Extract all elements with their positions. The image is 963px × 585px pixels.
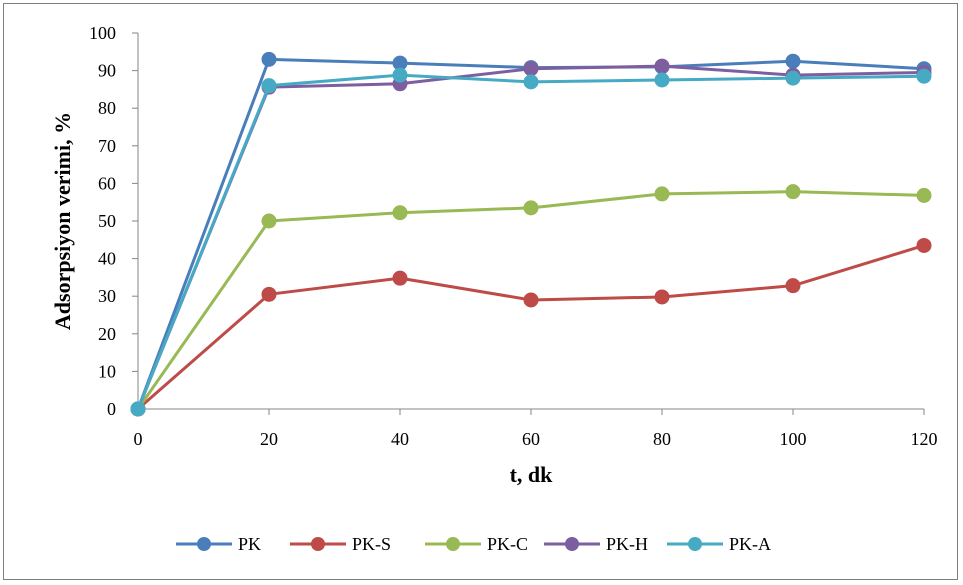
series-layer	[130, 51, 932, 417]
y-tick-label: 10	[98, 361, 116, 381]
legend-label: PK-H	[606, 534, 648, 554]
legend-label: PK-C	[487, 534, 528, 554]
x-tick-label: 40	[391, 429, 409, 449]
data-point	[261, 78, 277, 94]
data-point	[654, 58, 670, 74]
legend-item: PK-C	[425, 534, 528, 554]
legend-item: PK-A	[667, 534, 771, 554]
data-point	[523, 200, 539, 216]
x-tick-label: 100	[780, 429, 807, 449]
data-point	[261, 51, 277, 67]
y-tick-label: 50	[98, 211, 116, 231]
series-pk-s	[130, 237, 932, 417]
x-tick-label: 0	[134, 429, 143, 449]
data-point	[523, 74, 539, 90]
data-point	[785, 53, 801, 69]
data-point	[654, 72, 670, 88]
y-tick-label: 30	[98, 286, 116, 306]
legend-label: PK	[238, 534, 261, 554]
y-tick-label: 60	[98, 173, 116, 193]
legend-swatch-marker	[565, 537, 579, 551]
y-axis-title: Adsorpsiyon verimi, %	[50, 112, 75, 330]
y-tick-label: 70	[98, 136, 116, 156]
x-tick-label: 120	[911, 429, 938, 449]
legend-swatch-marker	[688, 537, 702, 551]
y-tick-label: 90	[98, 61, 116, 81]
legend-label: PK-A	[729, 534, 771, 554]
y-tick-label: 100	[89, 23, 116, 43]
data-point	[785, 70, 801, 86]
legend-swatch-marker	[446, 537, 460, 551]
series-pk-a	[130, 67, 932, 417]
data-point	[392, 67, 408, 83]
legend-item: PK	[176, 534, 261, 554]
data-point	[130, 401, 146, 417]
data-point	[523, 61, 539, 77]
data-point	[523, 292, 539, 308]
x-tick-label: 20	[260, 429, 278, 449]
data-point	[916, 237, 932, 253]
data-point	[392, 205, 408, 221]
x-tick-label: 60	[522, 429, 540, 449]
legend-label: PK-S	[352, 534, 391, 554]
y-tick-label: 80	[98, 98, 116, 118]
series-line	[137, 244, 925, 411]
legend-swatch-marker	[311, 537, 325, 551]
data-point	[785, 278, 801, 294]
y-tick-label: 0	[107, 399, 116, 419]
series-pk	[130, 51, 932, 417]
series-line	[136, 57, 925, 410]
data-point	[654, 289, 670, 305]
data-point	[654, 186, 670, 202]
x-tick-label: 80	[653, 429, 671, 449]
y-tick-label: 20	[98, 324, 116, 344]
data-point	[392, 270, 408, 286]
data-point	[261, 286, 277, 302]
series-pk-h	[130, 58, 932, 417]
legend-item: PK-S	[290, 534, 391, 554]
data-point	[916, 68, 932, 84]
axes: 0 10 20 30 40 50 60 70 80 90 100 0 20 40 60 80 100 120	[89, 23, 938, 449]
data-point	[261, 213, 277, 229]
data-point	[916, 187, 932, 203]
legend-swatch-marker	[197, 537, 211, 551]
y-tick-label: 40	[98, 249, 116, 269]
legend-item: PK-H	[544, 534, 648, 554]
data-point	[785, 184, 801, 200]
x-axis-title: t, dk	[510, 462, 554, 487]
legend: PK PK-S PK-C PK-H PK-A	[176, 534, 771, 554]
